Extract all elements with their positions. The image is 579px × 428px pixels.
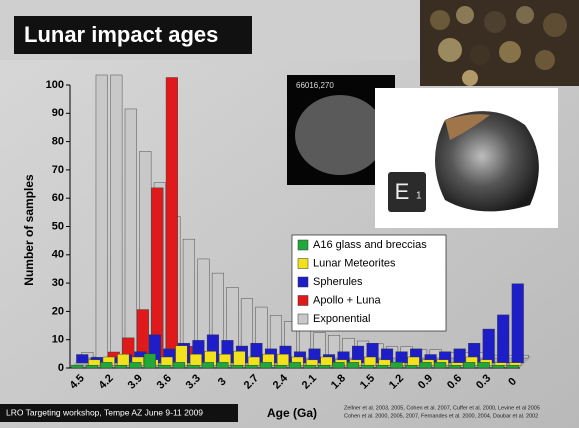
bar	[172, 362, 185, 369]
bar	[160, 356, 173, 366]
bar	[247, 356, 260, 366]
bar	[492, 364, 505, 369]
bar	[85, 364, 98, 369]
legend-label: Lunar Meteorites	[313, 257, 396, 269]
bar	[245, 364, 258, 369]
title-box	[14, 16, 252, 54]
y-tick-label: 50	[52, 220, 64, 232]
bar	[187, 364, 200, 369]
bar	[407, 356, 420, 366]
bar	[288, 362, 302, 369]
y-tick-label: 80	[52, 136, 64, 148]
legend-label: Apollo + Luna	[313, 294, 381, 306]
rock-photo: E 1	[375, 88, 558, 228]
bar	[201, 362, 214, 369]
bar	[506, 364, 519, 369]
bar	[463, 362, 476, 369]
bar	[230, 364, 243, 369]
bar	[129, 362, 142, 369]
bar	[274, 364, 287, 369]
bar	[165, 77, 178, 361]
y-tick-label: 20	[52, 305, 64, 317]
legend-swatch	[297, 239, 309, 251]
bar	[303, 364, 316, 369]
bar	[497, 314, 510, 364]
bar	[124, 108, 137, 359]
bar	[318, 364, 331, 369]
y-tick-label: 70	[52, 164, 64, 176]
bar	[511, 283, 524, 364]
y-tick-label: 0	[58, 362, 64, 374]
bar	[158, 364, 171, 369]
bar	[233, 351, 246, 366]
bar	[306, 359, 319, 366]
pebbles-photo	[420, 0, 579, 86]
bar	[395, 351, 408, 364]
bar	[320, 356, 333, 366]
legend-swatch	[297, 295, 309, 306]
y-tick-label: 60	[52, 192, 64, 204]
bar	[143, 353, 156, 369]
bar	[88, 359, 101, 366]
bar	[361, 364, 374, 369]
bar	[419, 362, 432, 369]
bar	[100, 362, 113, 369]
x-axis-label: Age (Ga)	[267, 406, 317, 420]
y-tick-label: 40	[52, 249, 64, 261]
bar	[405, 364, 418, 369]
y-tick-label: 100	[46, 79, 64, 91]
y-tick-label: 90	[52, 107, 64, 119]
bar	[378, 359, 391, 366]
legend-label: Exponential	[313, 313, 371, 325]
cube-number: 1	[416, 191, 422, 202]
thin-section-label: 66016,270	[296, 81, 334, 90]
bar	[259, 362, 272, 369]
bar	[482, 328, 495, 364]
bar	[376, 364, 389, 369]
bar	[110, 74, 123, 359]
y-axis-label: Number of samples	[22, 174, 36, 286]
bar	[390, 362, 403, 369]
legend-label: A16 glass and breccias	[313, 239, 427, 251]
legend-swatch	[297, 258, 309, 269]
bar	[477, 362, 490, 369]
bar	[332, 362, 345, 369]
y-tick-label: 30	[52, 277, 64, 289]
footer-box	[0, 404, 238, 422]
bar	[453, 348, 466, 364]
citation: Zellner et al. 2003, 2005, Cohen et al. …	[344, 405, 540, 411]
footer: LRO Targeting workshop, Tempe AZ June 9-…	[6, 407, 203, 417]
bar	[216, 362, 229, 369]
y-tick-label: 10	[52, 334, 64, 346]
bar	[117, 353, 130, 366]
citation: Cohen et al. 2000, 2005, 2007, Fernandes…	[344, 413, 538, 419]
bar	[95, 74, 108, 359]
legend-box	[291, 234, 447, 332]
chart-title: Lunar impact ages	[24, 22, 218, 47]
legend-swatch	[297, 276, 309, 288]
bar	[71, 364, 84, 369]
legend-swatch	[297, 313, 309, 325]
bar	[276, 353, 289, 366]
bar	[364, 356, 377, 366]
bar	[434, 362, 447, 369]
bar	[114, 364, 127, 369]
legend-label: Spherules	[313, 276, 363, 288]
bar	[76, 354, 89, 364]
cube-letter: E	[395, 179, 410, 204]
bar	[347, 362, 360, 369]
bar	[448, 364, 461, 369]
legend: A16 glass and breccias Lunar Meteorites Sp…	[291, 234, 447, 332]
bar	[189, 353, 202, 366]
